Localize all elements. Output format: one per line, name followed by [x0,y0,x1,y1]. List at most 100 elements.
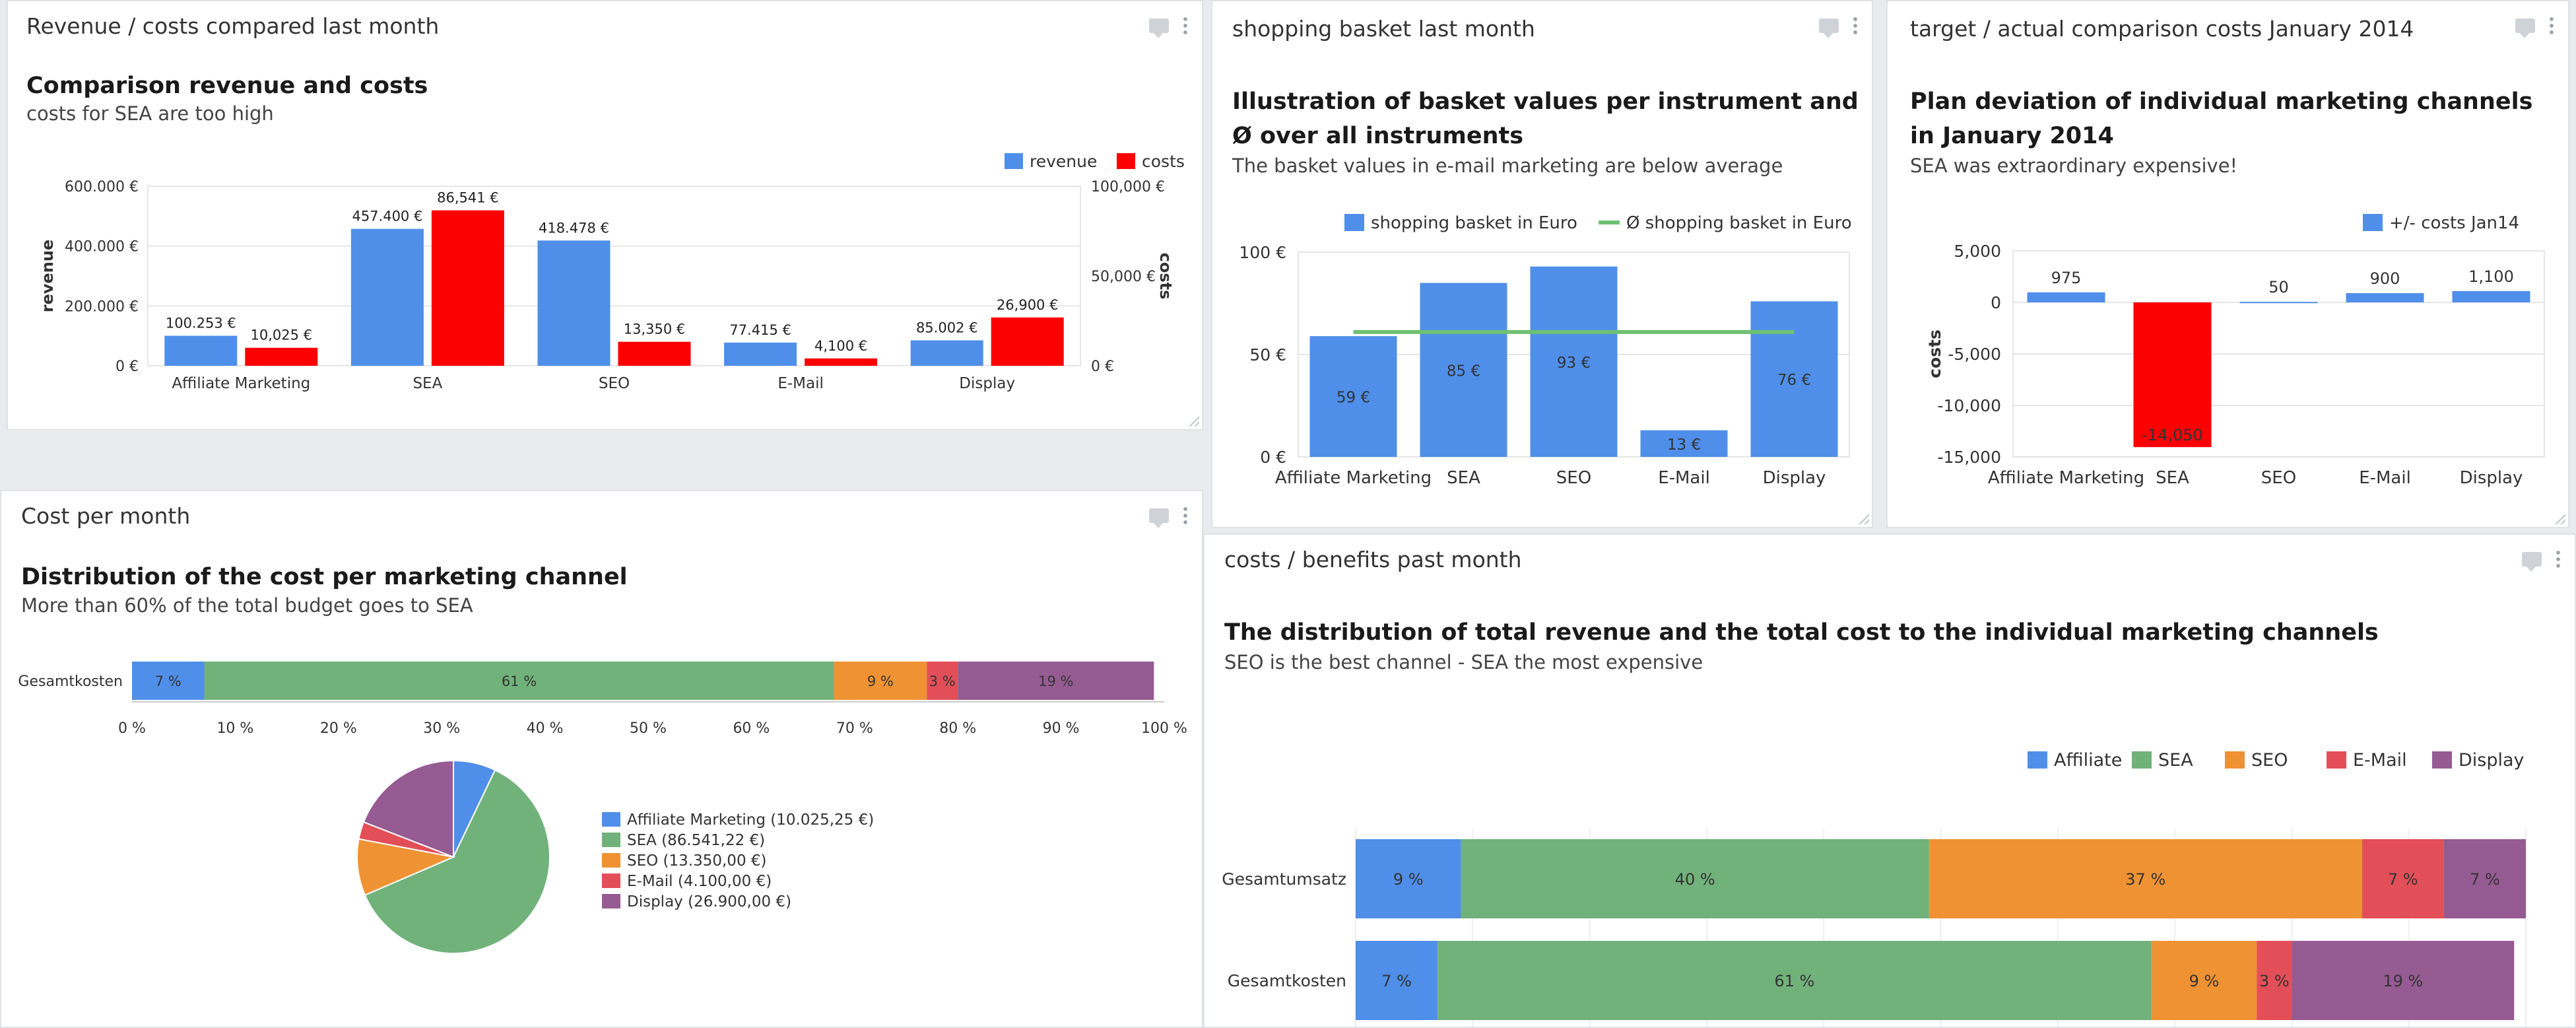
x-tick-label: 20 % [320,720,357,737]
segment-label: 19 % [2383,972,2423,990]
stack-segment [132,662,205,700]
legend-label: Affiliate [2054,750,2122,771]
legend-label-avg: Ø shopping basket in Euro [1626,213,1852,233]
y2-tick-label: 50,000 € [1091,269,1156,285]
basket-chart: shopping basket in Euro Ø shopping basket… [1239,213,1852,488]
y-tick-label: 5,000 [1954,242,2001,261]
card-tools [1149,506,1187,528]
legend-label-revenue: revenue [1030,152,1097,171]
comment-icon[interactable] [2515,18,2535,38]
legend-label: Affiliate Marketing (10.025,25 €) [627,811,874,829]
data-label-basket: 13 € [1667,436,1701,454]
card-tools [1149,16,1187,38]
segment-label: 7 % [1381,972,1412,990]
chart-title: Illustration of basket values per instru… [1232,88,1859,149]
kebab-menu-icon[interactable] [1183,506,1187,526]
data-label-costs: 86,541 € [437,190,499,206]
bar-revenue [910,340,983,366]
comment-icon[interactable] [1149,18,1169,38]
x-tick-label: E-Mail [1658,468,1710,488]
stack-segment [927,662,958,700]
y-tick-label: -10,000 [1938,396,2002,415]
category-label: Gesamtumsatz [1222,870,1346,889]
stack-segment [1437,941,2152,1020]
segment-label: 9 % [867,673,894,689]
target-actual-chart: +/- costs Jan14 -15,000 -10,000 -5,000 0 5,00… [1925,213,2545,488]
chart-title: Distribution of the cost per marketing c… [21,564,628,590]
x-tick-label: 0 % [118,720,146,737]
segment-label: 9 % [1393,870,1424,889]
bar-basket [1309,336,1397,457]
data-label-costs-jan: -14,050 [2142,426,2203,444]
legend-label: Display (26.900,00 €) [627,893,791,910]
bar-basket [1750,301,1838,457]
y-tick-label: 0 € [1260,448,1286,467]
legend-swatch [602,812,620,827]
x-tick-label: SEA [413,375,442,392]
x-tick-label: SEA [2156,468,2189,488]
comment-icon[interactable] [1149,508,1169,528]
bar-costs [245,347,318,366]
segment-label: 37 % [2125,870,2165,889]
legend-swatch [602,853,620,868]
bar-costs-jan [2346,292,2424,302]
x-tick-label: Display [2460,468,2523,488]
bar-costs-jan [2133,302,2212,448]
bar-costs [431,210,504,366]
x-tick-label: 80 % [939,720,976,737]
data-label-costs: 26,900 € [997,297,1059,313]
stack-segment [2443,839,2526,918]
cost-stack-chart: Gesamtkosten 7 % 61 % 9 % 3 % 19 % 0 % 10 % 20 %… [18,662,1187,737]
y2-axis-label: costs [1156,253,1175,300]
resize-handle-icon[interactable] [1189,416,1199,427]
bar-costs [805,358,878,366]
y-tick-label: -15,000 [1938,448,2002,467]
bar-revenue [537,240,611,366]
legend-swatch-costs [1117,153,1135,169]
bar-revenue [724,342,797,366]
cost-pie-chart: Affiliate Marketing (10.025,25 €) SEA (86… [356,759,874,954]
legend-label: SEO [2251,750,2288,771]
kebab-menu-icon[interactable] [2556,549,2560,569]
x-tick-label: SEA [1447,468,1480,488]
card-tools [1819,16,1857,38]
card-title: Revenue / costs compared last month [26,13,440,39]
stack-segment [1929,839,2362,918]
card-title: Cost per month [21,503,191,529]
resize-handle-icon[interactable] [2555,514,2565,524]
resize-handle-icon[interactable] [1859,514,1869,524]
x-tick-label: SEO [1556,468,1591,488]
legend-swatch [602,833,620,847]
card-cost-per-month: Cost per month Distribution of the cost … [0,490,1203,1028]
chart-subtitle: SEO is the best channel - SEA the most e… [1224,651,1703,673]
x-tick-label: 60 % [733,720,770,737]
data-label-costs-jan: 975 [2051,269,2082,287]
legend-label: Display [2459,750,2525,771]
kebab-menu-icon[interactable] [1853,16,1857,36]
category-label: Gesamtkosten [18,673,123,690]
kebab-menu-icon[interactable] [2550,16,2554,36]
segment-label: 3 % [2259,972,2290,990]
bar-basket [1530,266,1618,457]
kebab-menu-icon[interactable] [1183,16,1187,36]
data-label-costs-jan: 1,100 [2468,267,2514,286]
chart-subtitle: The basket values in e-mail marketing ar… [1232,154,1783,177]
y-tick-label: 400.000 € [65,239,139,256]
stack-segment [958,662,1154,700]
data-label-costs: 4,100 € [814,338,867,354]
legend-label: E-Mail (4.100,00 €) [627,873,772,890]
stack-segment [1461,839,1929,918]
comment-icon[interactable] [2522,552,2542,572]
chart-subtitle: costs for SEA are too high [26,102,274,125]
bar-basket [1640,430,1728,457]
comment-icon[interactable] [1819,18,1839,38]
chart-subtitle: SEA was extraordinary expensive! [1910,154,2238,177]
data-label-revenue: 100.253 € [166,316,236,331]
bar-revenue [164,335,238,366]
x-tick-label: 100 % [1141,720,1187,737]
legend-swatch-revenue [1005,153,1023,169]
bar-revenue [350,228,424,366]
legend-swatch [602,894,620,908]
x-tick-label: Affiliate Marketing [172,375,310,392]
card-title: costs / benefits past month [1224,547,1522,572]
